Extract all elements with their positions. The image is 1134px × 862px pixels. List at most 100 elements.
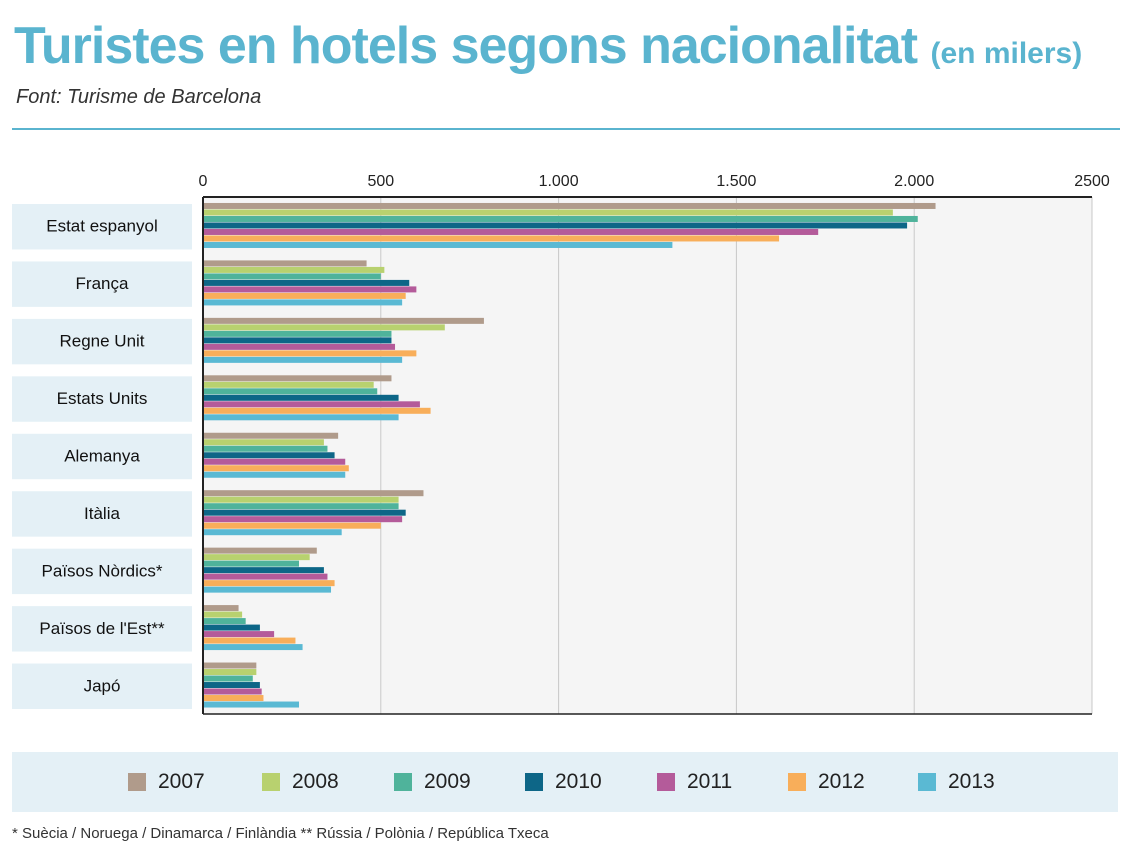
bar-2009-6: [204, 560, 300, 567]
bar-2013-4: [204, 471, 346, 478]
bar-2009-7: [204, 618, 246, 625]
bar-2012-0: [204, 235, 780, 242]
chart-source: Font: Turisme de Barcelona: [16, 86, 262, 108]
bar-2013-7: [204, 644, 303, 651]
legend-swatch: [918, 773, 936, 791]
bar-2010-0: [204, 222, 908, 229]
legend-swatch: [262, 773, 280, 791]
bar-2010-2: [204, 337, 392, 344]
category-label: Itàlia: [84, 504, 120, 523]
bar-2013-5: [204, 529, 342, 536]
x-tick-label: 2500: [1074, 173, 1110, 190]
category-label-box: [12, 548, 192, 595]
legend-label: 2011: [687, 770, 733, 793]
category-label-box: [12, 433, 192, 480]
bar-2011-5: [204, 516, 403, 523]
legend-label: 2008: [292, 770, 339, 793]
bar-2009-1: [204, 273, 381, 280]
legend-item-2009: 2009: [394, 770, 471, 794]
bar-2007-1: [204, 260, 367, 267]
category-label-box: [12, 663, 192, 709]
legend-item-2013: 2013: [918, 770, 995, 794]
chart-title-unit: (en milers): [930, 37, 1083, 70]
bar-2011-1: [204, 286, 417, 293]
bar-chart: 0 500 1.000 1.500 2.000 2500 Estat espanyol Fra…: [12, 173, 1110, 715]
bar-2010-5: [204, 509, 406, 516]
bar-2007-0: [204, 202, 936, 209]
x-tick-label: 0: [199, 173, 208, 190]
bar-2010-6: [204, 567, 324, 574]
bar-2011-8: [204, 688, 262, 695]
footnote: * Suècia / Noruega / Dinamarca / Finlànd…: [12, 825, 549, 842]
bar-2012-8: [204, 695, 264, 702]
bar-2007-4: [204, 432, 339, 439]
category-label-box: [12, 261, 192, 307]
legend-item-2010: 2010: [525, 770, 602, 794]
bar-2011-6: [204, 573, 328, 580]
bar-2008-5: [204, 496, 399, 503]
legend-label: 2012: [818, 770, 865, 793]
bar-2008-8: [204, 669, 257, 676]
legend-label: 2010: [555, 770, 602, 793]
category-label: Països Nòrdics*: [42, 561, 163, 580]
category-label-box: [12, 376, 192, 422]
bar-2012-4: [204, 465, 349, 472]
category-label: Alemanya: [64, 447, 140, 466]
bar-2012-1: [204, 292, 406, 299]
bar-2013-6: [204, 586, 332, 593]
category-label: França: [76, 274, 129, 293]
bar-2007-3: [204, 375, 392, 382]
legend-item-2007: 2007: [128, 770, 205, 794]
bar-2010-4: [204, 452, 335, 459]
legend-label: 2009: [424, 770, 471, 793]
bar-2012-5: [204, 522, 381, 529]
bar-2008-6: [204, 554, 310, 561]
category-label: Països de l'Est**: [39, 619, 165, 638]
category-label: Regne Unit: [59, 332, 144, 351]
title-divider: [12, 128, 1120, 130]
legend-swatch: [128, 773, 146, 791]
category-label-box: [12, 491, 192, 537]
legend-item-2012: 2012: [788, 770, 865, 794]
x-tick-label: 1.500: [716, 173, 756, 190]
bar-2007-6: [204, 547, 317, 554]
bar-2013-0: [204, 241, 673, 248]
bar-2007-2: [204, 317, 484, 324]
bar-2012-3: [204, 407, 431, 414]
bar-2008-3: [204, 381, 374, 388]
legend-label: 2007: [158, 770, 205, 793]
category-label: Estats Units: [57, 389, 148, 408]
bar-2010-7: [204, 624, 260, 631]
x-tick-label: 500: [367, 173, 394, 190]
bar-2008-1: [204, 266, 385, 273]
bar-2011-0: [204, 228, 819, 235]
legend-item-2011: 2011: [657, 770, 732, 794]
bar-2012-2: [204, 350, 417, 357]
bar-2012-6: [204, 580, 335, 587]
bar-2010-1: [204, 279, 410, 286]
bar-2007-5: [204, 490, 424, 497]
bar-2013-1: [204, 299, 403, 306]
category-label: Japó: [84, 676, 121, 695]
bar-2009-0: [204, 215, 918, 222]
legend-label: 2013: [948, 770, 995, 793]
legend-swatch: [657, 773, 675, 791]
bar-2013-2: [204, 356, 403, 363]
bar-2011-7: [204, 631, 275, 638]
x-tick-label: 2.000: [894, 173, 934, 190]
bar-2008-7: [204, 611, 243, 618]
legend-swatch: [788, 773, 806, 791]
bar-2010-8: [204, 682, 260, 689]
bar-2007-8: [204, 662, 257, 669]
bar-2013-8: [204, 701, 300, 708]
chart-title-text: Turistes en hotels segons nacionalitat: [14, 17, 918, 75]
chart-legend: 2007 2008 2009 2010 2011 2012 2013: [12, 752, 1118, 812]
bar-2010-3: [204, 394, 399, 401]
x-tick-label: 1.000: [539, 173, 579, 190]
bar-2009-5: [204, 503, 399, 510]
bar-2007-7: [204, 605, 239, 612]
category-label: Estat espanyol: [46, 217, 158, 236]
bar-2011-2: [204, 343, 396, 350]
bar-2011-4: [204, 458, 346, 465]
category-label-box: [12, 318, 192, 365]
